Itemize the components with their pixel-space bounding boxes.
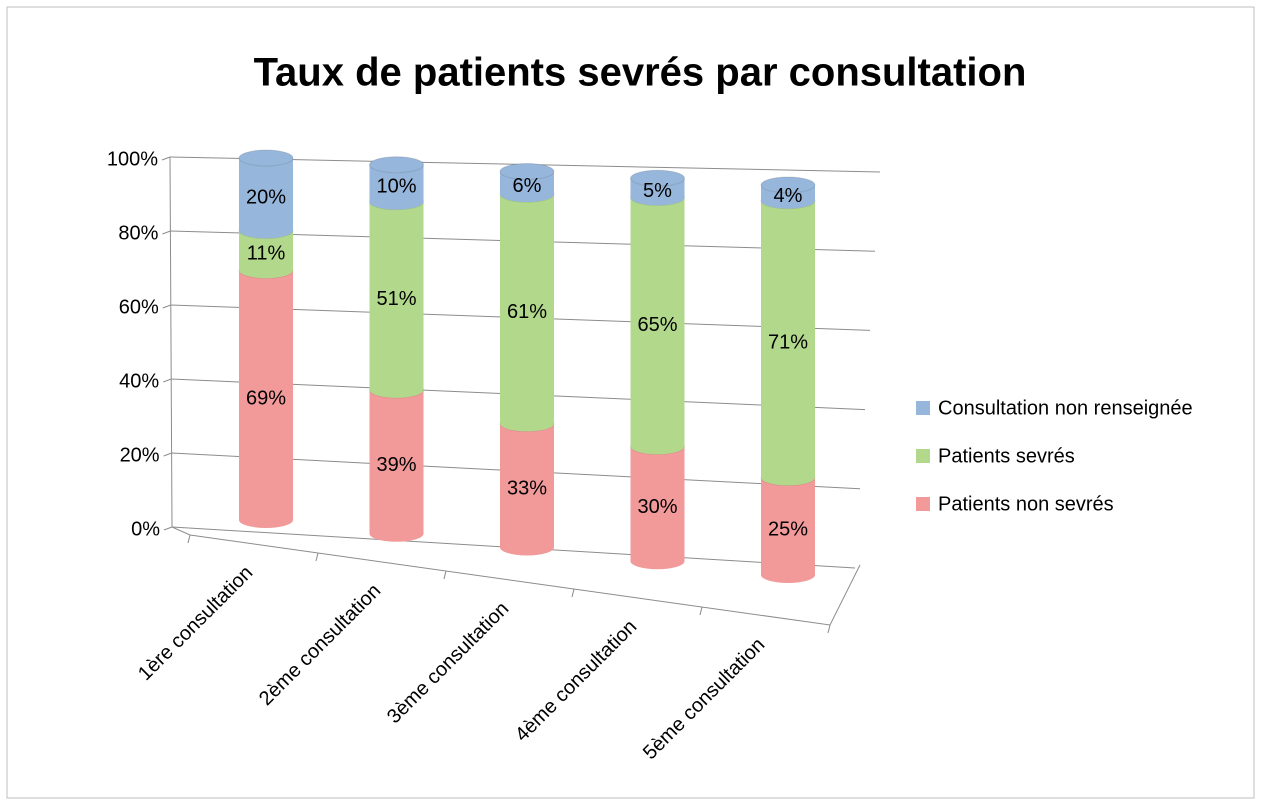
data-label: 5% <box>643 180 672 202</box>
x-tick <box>187 534 191 544</box>
data-label: 11% <box>247 243 286 265</box>
floor <box>171 526 861 626</box>
data-label: 30% <box>637 496 677 518</box>
cylinder-segment <box>500 423 554 556</box>
x-tick <box>443 570 447 580</box>
x-tick <box>571 588 575 598</box>
legend-label: Consultation non renseignée <box>938 397 1193 419</box>
y-tick <box>162 230 171 235</box>
data-label: 4% <box>774 185 803 207</box>
y-tick <box>163 452 172 457</box>
cylinder-segment <box>500 171 554 203</box>
cylinder-segment <box>761 200 815 486</box>
legend-swatch <box>916 401 930 415</box>
y-tick <box>163 378 172 383</box>
data-label: 20% <box>246 186 286 208</box>
data-label: 6% <box>513 175 542 197</box>
cylinder-segment <box>239 270 293 528</box>
cylinder-segment <box>761 477 815 583</box>
x-tick <box>315 552 319 562</box>
cylinder-cap <box>760 176 816 194</box>
cylinder-cap <box>630 169 685 187</box>
data-label: 51% <box>376 288 416 310</box>
cylinder-segment <box>369 389 424 542</box>
x-tick <box>699 606 703 616</box>
data-label: 33% <box>507 478 547 500</box>
cylinder-cap <box>238 149 294 167</box>
y-tick-label: 60% <box>119 296 159 318</box>
legend-swatch <box>916 449 930 463</box>
cylinder-segment <box>369 164 424 210</box>
data-label: 10% <box>376 175 416 197</box>
legend-label: Patients non sevrés <box>938 493 1114 515</box>
data-label: 69% <box>246 387 286 409</box>
cylinder-segment <box>630 197 685 455</box>
y-tick-label: 0% <box>131 518 160 540</box>
data-label: 71% <box>768 331 808 353</box>
cylinder-segment <box>630 446 685 570</box>
x-tick <box>827 624 831 634</box>
y-tick-label: 20% <box>120 444 160 466</box>
cylinder-cap <box>499 163 555 180</box>
axis-wall <box>169 156 173 528</box>
y-tick-label: 80% <box>118 222 158 244</box>
cylinder-segment <box>369 201 424 398</box>
data-label: 61% <box>507 301 547 323</box>
legend-label: Patients sevrés <box>938 445 1075 467</box>
chart-title: Taux de patients sevrés par consultation <box>254 51 1027 95</box>
cylinder-segment <box>500 194 554 432</box>
cylinder-segment <box>761 185 815 209</box>
y-tick <box>161 156 171 161</box>
cylinder-cap <box>369 156 424 174</box>
y-tick <box>163 526 173 531</box>
cylinder-segment <box>630 178 685 206</box>
legend-swatch <box>916 497 930 511</box>
data-label: 39% <box>376 454 416 476</box>
y-tick <box>162 304 171 309</box>
cylinder-segment <box>239 158 293 239</box>
y-tick-label: 40% <box>119 370 159 392</box>
data-label: 25% <box>768 519 808 541</box>
y-tick-label: 100% <box>107 148 158 170</box>
cylinder-segment <box>239 230 293 279</box>
data-label: 65% <box>637 314 677 336</box>
